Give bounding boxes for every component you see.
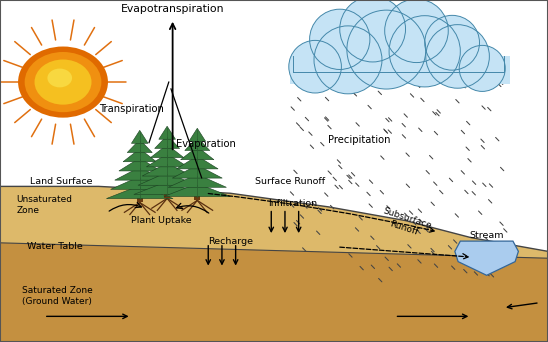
Ellipse shape — [347, 10, 426, 89]
Text: Land Surface: Land Surface — [30, 177, 93, 186]
Ellipse shape — [18, 47, 108, 118]
Ellipse shape — [389, 16, 460, 87]
Text: Subsurface
Runoff: Subsurface Runoff — [378, 206, 433, 240]
Ellipse shape — [385, 0, 448, 63]
Polygon shape — [168, 174, 226, 187]
Ellipse shape — [25, 52, 101, 112]
Ellipse shape — [426, 25, 489, 88]
Bar — [194, 194, 201, 200]
Bar — [164, 192, 170, 198]
Polygon shape — [106, 186, 173, 199]
Polygon shape — [176, 156, 218, 169]
Polygon shape — [142, 163, 192, 176]
Text: Infiltration: Infiltration — [269, 199, 318, 208]
Polygon shape — [159, 126, 175, 139]
Polygon shape — [185, 137, 210, 150]
Ellipse shape — [310, 9, 370, 69]
Polygon shape — [119, 158, 161, 171]
Polygon shape — [127, 140, 152, 153]
Polygon shape — [151, 145, 184, 158]
Polygon shape — [123, 149, 156, 162]
Polygon shape — [181, 147, 214, 160]
Polygon shape — [138, 172, 196, 185]
Polygon shape — [155, 135, 180, 148]
Polygon shape — [455, 241, 518, 275]
Ellipse shape — [340, 0, 406, 62]
Polygon shape — [189, 128, 206, 141]
Polygon shape — [0, 186, 548, 342]
Polygon shape — [146, 154, 188, 167]
Ellipse shape — [314, 26, 382, 94]
Bar — [136, 196, 143, 202]
Polygon shape — [132, 130, 148, 143]
Text: Evaporation: Evaporation — [175, 139, 236, 149]
Text: Precipitation: Precipitation — [328, 135, 390, 145]
Polygon shape — [164, 184, 231, 197]
Ellipse shape — [35, 60, 92, 105]
Text: Surface Runoff: Surface Runoff — [255, 177, 326, 186]
Text: Transpiration: Transpiration — [99, 104, 164, 115]
Ellipse shape — [47, 69, 72, 88]
Ellipse shape — [459, 45, 505, 91]
Polygon shape — [111, 176, 169, 189]
Text: Water Table: Water Table — [27, 242, 83, 251]
Ellipse shape — [289, 40, 341, 93]
Text: Unsaturated
Zone: Unsaturated Zone — [16, 196, 72, 215]
Polygon shape — [0, 243, 548, 342]
Text: Saturated Zone
(Ground Water): Saturated Zone (Ground Water) — [22, 286, 93, 305]
Polygon shape — [134, 182, 201, 195]
Polygon shape — [172, 165, 222, 178]
Ellipse shape — [425, 15, 480, 70]
Text: Recharge: Recharge — [208, 237, 253, 246]
Polygon shape — [115, 167, 165, 180]
Polygon shape — [290, 56, 510, 84]
Text: Plant Uptake: Plant Uptake — [132, 216, 192, 225]
Text: Evapotranspiration: Evapotranspiration — [121, 3, 224, 14]
Text: Stream: Stream — [470, 231, 504, 240]
